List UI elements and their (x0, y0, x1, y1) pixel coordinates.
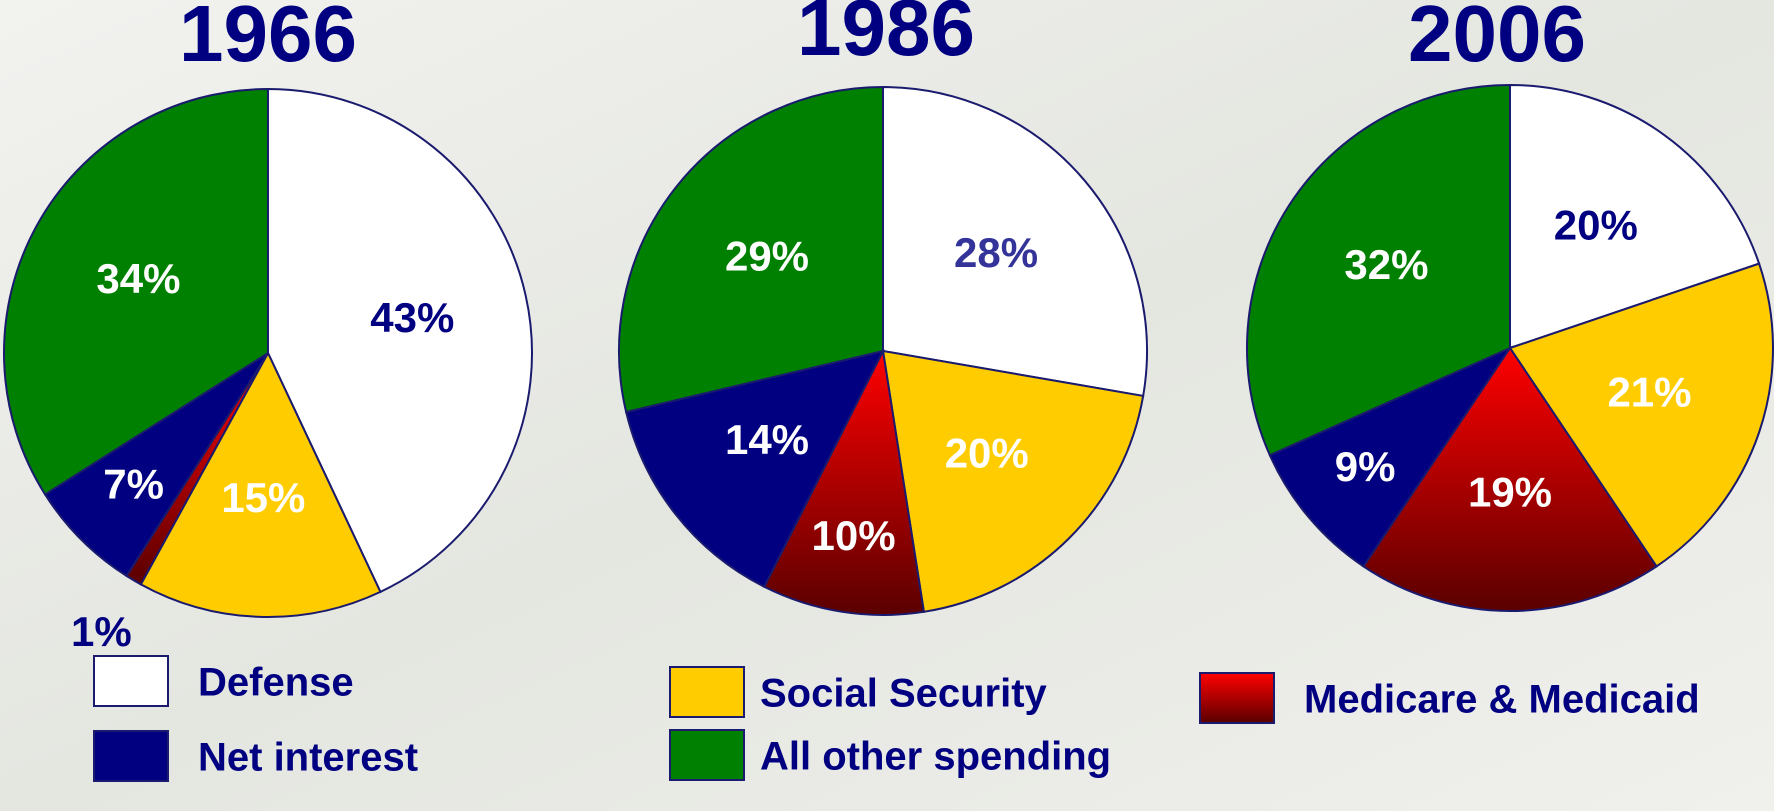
legend-label: Social Security (760, 672, 1048, 716)
data-label: 32% (1344, 241, 1428, 288)
data-label: 20% (945, 429, 1029, 476)
data-label: 29% (725, 232, 809, 279)
chart-title: 1986 (797, 0, 975, 72)
chart-title: 1966 (179, 0, 357, 78)
legend-swatch (670, 667, 744, 717)
data-label: 1% (71, 608, 132, 655)
data-label: 21% (1607, 368, 1691, 415)
data-label: 9% (1335, 443, 1396, 490)
data-label: 10% (812, 512, 896, 559)
data-label: 20% (1554, 201, 1638, 248)
legend-swatch (94, 731, 168, 781)
data-label: 43% (370, 294, 454, 341)
legend-swatch (1200, 673, 1274, 723)
legend-swatch (94, 656, 168, 706)
data-label: 7% (103, 461, 164, 508)
legend-label: Defense (198, 661, 354, 705)
legend-label: Medicare & Medicaid (1304, 678, 1700, 722)
data-label: 15% (221, 474, 305, 521)
legend-swatch (670, 730, 744, 780)
data-label: 14% (725, 416, 809, 463)
data-label: 28% (954, 229, 1038, 276)
data-label: 19% (1468, 468, 1552, 515)
chart: 1966 43% 15% 1% 7% 34% 1986 28% 20% 10% 14% 29% 2006… (0, 0, 1774, 811)
chart-title: 2006 (1408, 0, 1586, 78)
data-label: 34% (96, 255, 180, 302)
legend-label: Net interest (198, 736, 418, 780)
legend-label: All other spending (760, 735, 1111, 779)
